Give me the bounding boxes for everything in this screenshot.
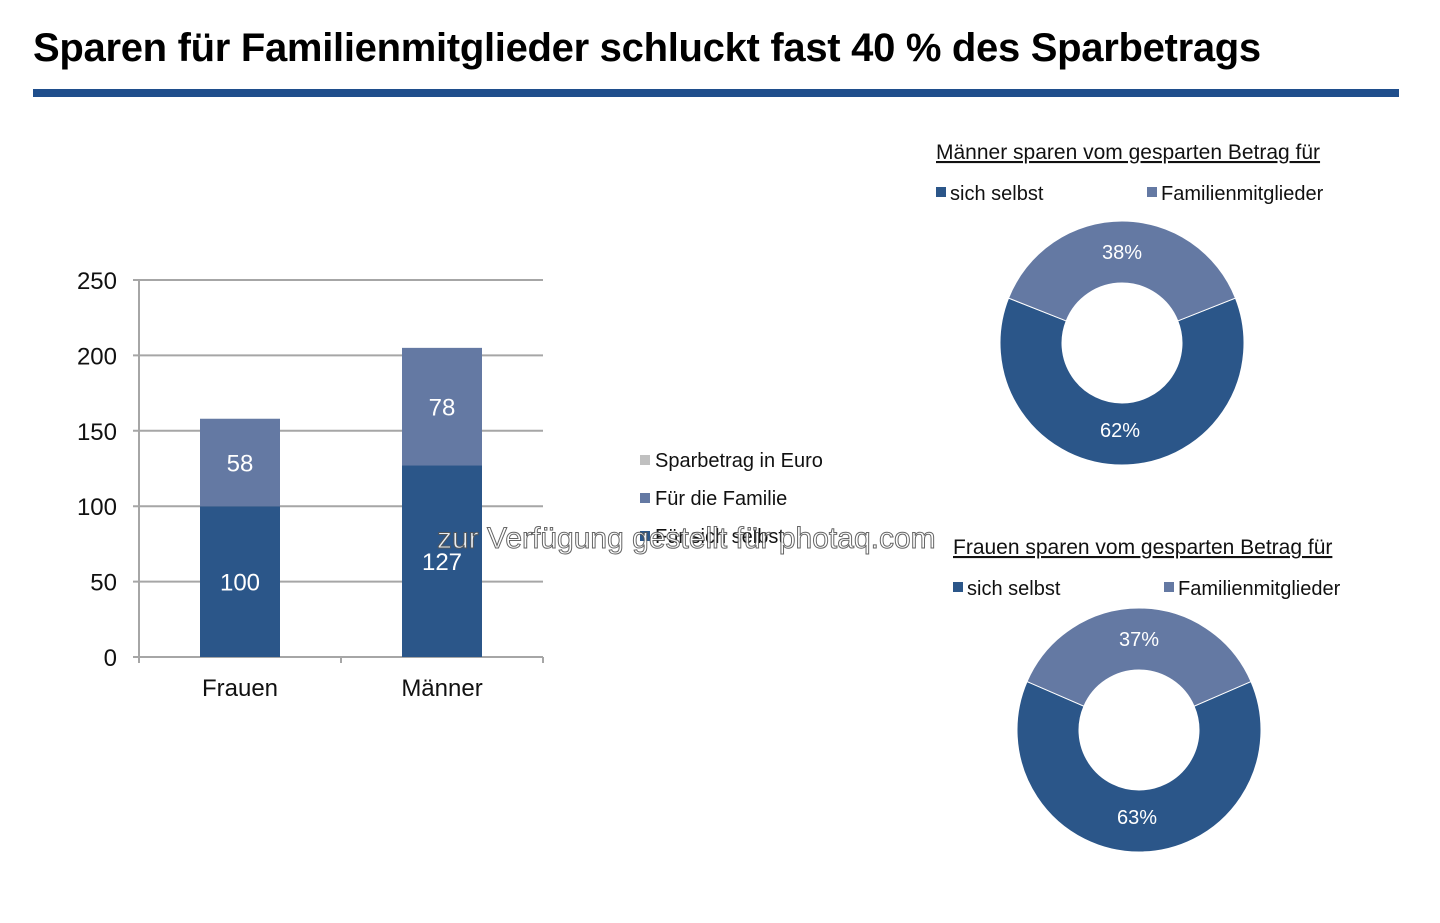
donut-slice-family — [1026, 607, 1252, 707]
stacked-bar-chart: 0 50 100 150 200 250 100 58 Frauen 127 78 Männer — [77, 268, 544, 702]
bar-data-label: 78 — [429, 395, 456, 422]
y-tick-label: 100 — [77, 494, 117, 521]
x-category-label: Frauen — [202, 675, 278, 702]
legend-label: Für die Familie — [655, 488, 787, 510]
y-tick-label: 200 — [77, 343, 117, 370]
legend-swatch-self — [953, 582, 963, 592]
legend-swatch — [640, 531, 650, 541]
legend-swatch — [640, 455, 650, 465]
legend-label: Familienmitglieder — [1178, 578, 1341, 600]
donut-chart-women: Frauen sparen vom gesparten Betrag für si… — [953, 536, 1341, 853]
legend-label: Familienmitglieder — [1161, 183, 1324, 205]
donut-data-label: 37% — [1119, 629, 1159, 651]
bar-segment-self — [200, 506, 280, 657]
donut-slice-self — [1016, 680, 1262, 853]
donut-slice-family — [1007, 220, 1237, 322]
title-divider — [33, 89, 1399, 97]
bar-data-label: 100 — [220, 570, 260, 597]
legend-swatch — [640, 493, 650, 503]
legend-label: sich selbst — [967, 578, 1061, 600]
legend-swatch-family — [1147, 187, 1157, 197]
donut-slice-self — [999, 297, 1245, 466]
bar-segment-family — [200, 418, 280, 507]
y-tick-label: 250 — [77, 268, 117, 295]
y-tick-label: 50 — [90, 570, 117, 597]
legend-swatch-self — [936, 187, 946, 197]
legend-swatch-family — [1164, 582, 1174, 592]
legend-label: sich selbst — [950, 183, 1044, 205]
y-tick-label: 150 — [77, 419, 117, 446]
legend-label: Sparbetrag in Euro — [655, 450, 823, 472]
bar-chart-legend: Sparbetrag in Euro Für die Familie Für sic… — [640, 450, 823, 548]
bar-segment-self — [402, 465, 482, 657]
x-category-label: Männer — [401, 675, 482, 702]
bar-data-label: 58 — [227, 450, 254, 477]
watermark: zur Verfügung gestellt für photaq.com — [437, 522, 937, 556]
donut-data-label: 63% — [1117, 807, 1157, 829]
page-title: Sparen für Familienmitglieder schluckt f… — [33, 26, 1261, 70]
donut-data-label: 62% — [1100, 420, 1140, 442]
donut-chart-men: Männer sparen vom gesparten Betrag für si… — [936, 141, 1324, 466]
donut-data-label: 38% — [1102, 242, 1142, 264]
bar-data-label: 127 — [422, 549, 462, 576]
donut-title: Frauen sparen vom gesparten Betrag für — [953, 536, 1332, 559]
legend-label: Für sich selbst — [655, 526, 784, 548]
bar-segment-family — [402, 347, 482, 466]
y-tick-label: 0 — [104, 645, 117, 672]
donut-title: Männer sparen vom gesparten Betrag für — [936, 141, 1320, 164]
